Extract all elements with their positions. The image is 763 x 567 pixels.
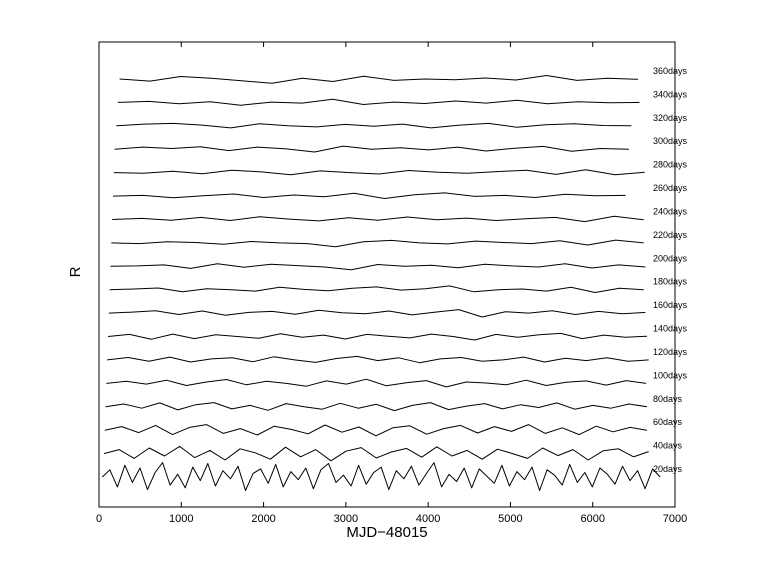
series-line-300days	[114, 145, 629, 153]
series-line-240days	[112, 215, 644, 223]
x-tick-label: 7000	[663, 513, 687, 525]
series-label-20days: 20days	[653, 464, 683, 474]
x-tick-label: 1000	[169, 513, 193, 525]
series-line-180days	[109, 285, 644, 293]
series-label-220days: 220days	[653, 230, 688, 240]
series-line-340days	[117, 98, 640, 106]
series-label-340days: 340days	[653, 89, 688, 99]
series-line-360days	[119, 75, 639, 84]
series-label-320days: 320days	[653, 113, 688, 123]
series-line-280days	[113, 169, 645, 176]
x-axis-title: MJD−48015	[346, 524, 427, 541]
series-label-280days: 280days	[653, 160, 688, 170]
x-axis-tick-labels: 0 1000 2000 3000 4000 5000 6000 7000	[96, 513, 687, 525]
x-tick-label: 4000	[416, 513, 440, 525]
series-label-60days: 60days	[653, 417, 683, 427]
series-line-220days	[111, 239, 644, 248]
series-label-180days: 180days	[653, 277, 688, 287]
x-tick-label: 0	[96, 513, 102, 525]
series-line-20days	[101, 462, 661, 491]
series-label-40days: 40days	[653, 441, 683, 451]
x-tick-label: 5000	[498, 513, 522, 525]
series-line-60days	[104, 424, 648, 437]
series-label-240days: 240days	[653, 206, 688, 216]
series-lines	[101, 75, 661, 491]
series-line-100days	[106, 378, 647, 388]
x-tick-label: 3000	[334, 513, 358, 525]
series-line-260days	[112, 192, 626, 199]
series-label-140days: 140days	[653, 324, 688, 334]
plot-frame	[98, 41, 676, 508]
series-line-40days	[103, 445, 649, 462]
x-tick-label: 2000	[251, 513, 275, 525]
x-axis-ticks	[98, 42, 676, 507]
series-line-80days	[105, 402, 648, 412]
series-line-160days	[108, 309, 646, 318]
series-line-140days	[108, 332, 648, 341]
x-tick-label: 6000	[580, 513, 604, 525]
series-line-200days	[110, 263, 646, 271]
series-label-300days: 300days	[653, 136, 688, 146]
series-labels: 360days 340days 320days 300days 280days 260da…	[653, 66, 688, 474]
series-label-260days: 260days	[653, 183, 688, 193]
series-label-200days: 200days	[653, 253, 688, 263]
series-line-320days	[116, 122, 632, 129]
series-line-120days	[107, 355, 649, 364]
series-label-100days: 100days	[653, 370, 688, 380]
series-label-360days: 360days	[653, 66, 688, 76]
series-label-80days: 80days	[653, 394, 683, 404]
series-label-160days: 160days	[653, 300, 688, 310]
series-label-120days: 120days	[653, 347, 688, 357]
y-axis-title: R	[67, 266, 84, 277]
